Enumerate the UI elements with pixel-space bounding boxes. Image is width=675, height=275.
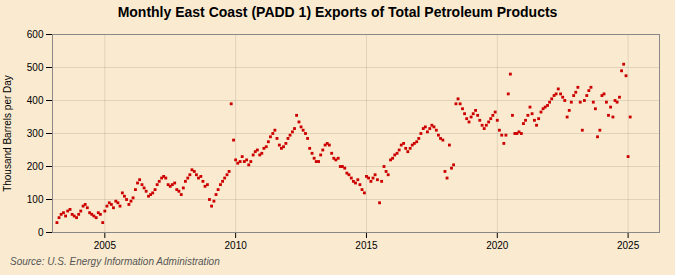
html-text:Source: U.S. Energy Informatio: Source: U.S. Energy Information Administ… bbox=[10, 256, 220, 267]
svg-text:0: 0 bbox=[38, 227, 44, 238]
html-text:Monthly East Coast (PADD 1) Ex: Monthly East Coast (PADD 1) Exports of T… bbox=[117, 4, 558, 20]
svg-text:200: 200 bbox=[27, 161, 44, 172]
svg-text:2010: 2010 bbox=[225, 240, 248, 251]
svg-text:2020: 2020 bbox=[486, 240, 509, 251]
svg-text:400: 400 bbox=[27, 95, 44, 106]
svg-text:600: 600 bbox=[27, 29, 44, 40]
svg-text:2025: 2025 bbox=[617, 240, 640, 251]
svg-text:Thousand Barrels per Day: Thousand Barrels per Day bbox=[2, 75, 13, 192]
svg-text:2015: 2015 bbox=[355, 240, 378, 251]
svg-text:300: 300 bbox=[27, 128, 44, 139]
svg-text:2005: 2005 bbox=[94, 240, 117, 251]
svg-text:100: 100 bbox=[27, 194, 44, 205]
svg-text:500: 500 bbox=[27, 62, 44, 73]
